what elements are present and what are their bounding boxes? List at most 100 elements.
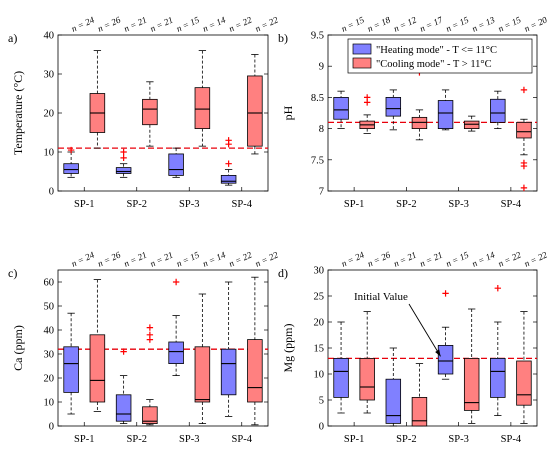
y-tick-label: 0 [49, 187, 54, 198]
outlier-marker [172, 278, 180, 286]
y-tick-label: 25 [314, 292, 325, 303]
sample-count-label: n = 15 [175, 249, 201, 268]
y-tick-label: 8.5 [311, 93, 324, 104]
y-tick-label: 10 [314, 370, 325, 381]
outlier-marker [363, 99, 371, 106]
iqr-box [168, 341, 184, 365]
legend-label: "Heating mode" - T <= 11°C [376, 45, 497, 56]
iqr-box [385, 97, 402, 117]
sample-count-label: n = 20 [523, 14, 549, 33]
y-tick-label: 7.5 [311, 155, 324, 166]
cooling-box [142, 81, 158, 147]
y-tick-label: 50 [44, 302, 55, 313]
x-tick-label: SP-3 [179, 434, 199, 445]
cooling-box [247, 276, 263, 426]
heating-box [490, 285, 506, 417]
iqr-box [490, 357, 506, 398]
heating-box [385, 347, 402, 427]
x-tick-label: SP-2 [396, 199, 416, 210]
iqr-box [168, 153, 184, 176]
heating-box [220, 137, 237, 186]
iqr-box [333, 357, 349, 398]
iqr-box [490, 98, 506, 123]
cooling-box [411, 363, 428, 427]
y-tick-label: 30 [314, 266, 325, 277]
sample-count-label: n = 21 [122, 15, 148, 34]
legend-frame [347, 38, 533, 74]
sample-count-label: n = 22 [253, 249, 279, 268]
cooling-box [89, 50, 106, 149]
sample-count-label: n = 12 [392, 14, 418, 33]
outlier-marker [120, 148, 127, 156]
iqr-box [115, 394, 132, 422]
cooling-box [463, 115, 480, 132]
heating-box [220, 281, 237, 417]
heating-box [385, 89, 402, 131]
cooling-box [359, 94, 375, 134]
cooling-box [516, 311, 532, 424]
x-tick-label: SP-1 [74, 434, 94, 445]
outlier-marker [146, 336, 154, 343]
iqr-box [463, 357, 480, 411]
cooling-box [194, 50, 211, 147]
cooling-box [194, 293, 211, 425]
cooling-box [463, 308, 480, 424]
sample-count-label: n = 24 [70, 249, 96, 268]
sample-count-label: n = 14 [201, 249, 227, 268]
cooling-box [142, 324, 158, 426]
sample-count-label: n = 13 [470, 14, 496, 33]
outlier-marker [120, 348, 127, 355]
x-tick-label: SP-1 [344, 199, 364, 210]
cooling-box [359, 311, 375, 414]
annotation-label: Initial Value [354, 291, 408, 303]
outlier-marker [67, 146, 75, 154]
y-tick-label: 20 [44, 374, 55, 385]
sample-count-label: n = 22 [227, 249, 253, 268]
iqr-box [437, 344, 454, 375]
sample-count-label: n = 21 [122, 250, 148, 269]
sample-count-label: n = 22 [253, 14, 279, 33]
y-tick-label: 20 [314, 318, 325, 329]
y-tick-label: 10 [44, 148, 55, 159]
outlier-marker [225, 160, 232, 167]
heating-box [333, 90, 349, 130]
iqr-box [142, 98, 158, 126]
heating-box [63, 146, 79, 178]
outlier-marker [146, 324, 154, 331]
x-tick-label: SP-2 [396, 434, 416, 445]
sample-count-label: n = 22 [523, 249, 549, 268]
annotation-arrowhead [435, 349, 441, 357]
iqr-box [411, 396, 428, 427]
x-tick-label: SP-2 [127, 199, 147, 210]
outlier-marker [520, 184, 528, 192]
outlier-marker [494, 285, 502, 292]
x-tick-label: SP-4 [232, 199, 253, 210]
y-tick-label: 9 [319, 62, 324, 73]
y-tick-label: 9.5 [311, 31, 324, 42]
heating-box [115, 148, 132, 178]
iqr-box [463, 120, 480, 129]
legend-label: "Cooling mode" - T > 11°C [376, 59, 492, 70]
y-tick-label: 0 [49, 422, 54, 433]
heating-box [115, 348, 132, 425]
heating-box [333, 321, 349, 414]
panel-label: a) [8, 31, 17, 45]
x-tick-label: SP-1 [74, 199, 94, 210]
iqr-box [359, 357, 375, 401]
iqr-box [194, 87, 211, 130]
legend-swatch [352, 57, 372, 69]
sample-count-label: n = 14 [201, 14, 227, 33]
x-tick-label: SP-3 [448, 434, 468, 445]
iqr-box [89, 334, 106, 403]
y-tick-label: 5 [319, 396, 324, 407]
plot-frame [57, 34, 269, 192]
iqr-box [115, 167, 132, 174]
sample-count-label: n = 15 [444, 249, 470, 268]
cooling-box [247, 54, 263, 155]
panel-label: c) [8, 266, 17, 280]
sample-count-label: n = 21 [148, 15, 174, 34]
plot-frame [57, 269, 269, 427]
sample-count-label: n = 15 [340, 14, 366, 33]
